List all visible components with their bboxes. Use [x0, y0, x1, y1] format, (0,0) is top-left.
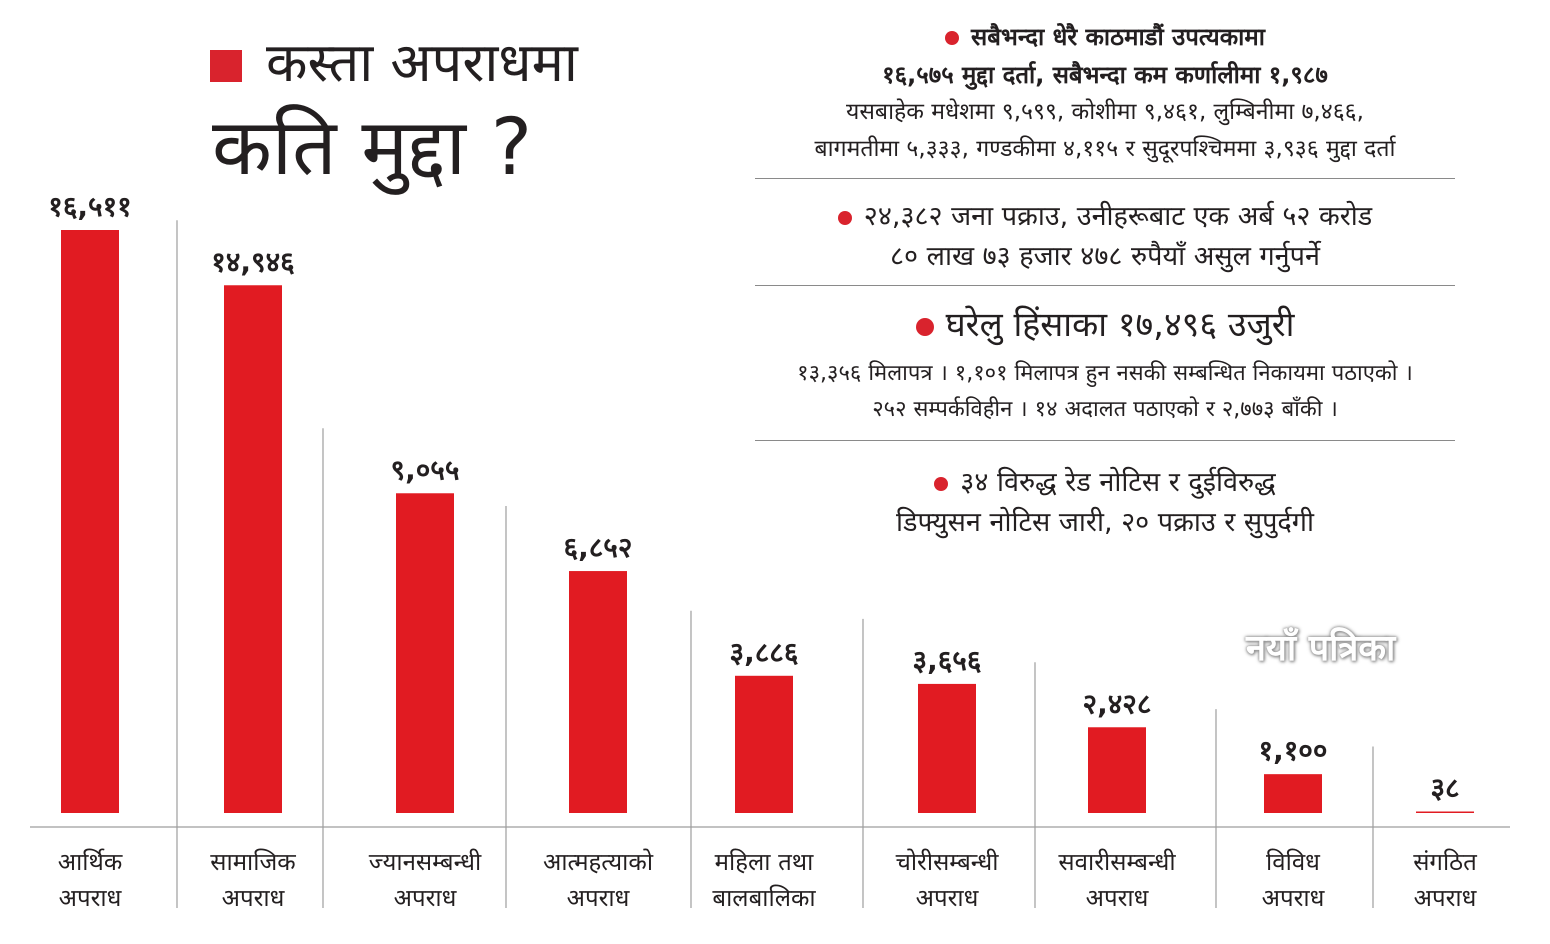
note-1-line1: सबैभन्दा धेरै काठमाडौं उपत्यकामा	[971, 23, 1265, 51]
bar	[396, 493, 454, 813]
note-3-line3: २५२ सम्पर्कविहीन । १४ अदालत पठाएको र २,७…	[872, 397, 1338, 422]
bar	[918, 683, 976, 813]
note-1-line3: यसबाहेक मधेशमा ९,५९९, कोशीमा ९,४६१, लुम्…	[846, 99, 1364, 125]
title-line1: कस्ता अपराधमा	[266, 31, 578, 94]
title-square-icon	[210, 50, 242, 82]
category-label: बालबालिका	[712, 884, 816, 912]
value-label: १४,९४६	[211, 245, 294, 278]
note-2: २४,३८२ जना पक्राउ, उनीहरूबाट एक अर्ब ५२ …	[700, 197, 1510, 277]
value-label: १,१००	[1259, 734, 1328, 767]
bar	[224, 285, 282, 813]
notes-panel: सबैभन्दा धेरै काठमाडौं उपत्यकामा १६,५७५ …	[700, 18, 1510, 543]
note-1-line4: बागमतीमा ५,३३३, गण्डकीमा ४,११५ र सुदूरपश…	[814, 136, 1396, 162]
note-4-line2: डिफ्युसन नोटिस जारी, २० पक्राउ र सुपुर्द…	[896, 507, 1314, 538]
value-label: २,४२८	[1083, 687, 1152, 720]
category-label: सामाजिक	[210, 848, 296, 876]
note-4-line1: ३४ विरुद्ध रेड नोटिस र दुईविरुद्ध	[960, 467, 1276, 498]
note-1: सबैभन्दा धेरै काठमाडौं उपत्यकामा १६,५७५ …	[700, 18, 1510, 168]
title-line2: कति मुद्दा ?	[212, 103, 533, 193]
note-3: घरेलु हिंसाका १७,४९६ उजुरी १३,३५६ मिलापत…	[700, 300, 1510, 428]
category-label: अपराध	[916, 884, 980, 912]
value-label: ९,०५५	[391, 453, 460, 486]
category-label: अपराध	[1086, 884, 1150, 912]
bar	[1088, 727, 1146, 813]
bullet-dot-icon	[934, 476, 949, 491]
bar	[1264, 774, 1322, 813]
category-label: अपराध	[567, 884, 631, 912]
publisher-watermark: नयाँ पत्रिका	[1246, 628, 1396, 669]
note-2-line1: २४,३८२ जना पक्राउ, उनीहरूबाट एक अर्ब ५२ …	[863, 201, 1373, 232]
category-label: आर्थिक	[58, 848, 123, 876]
category-label: अपराध	[394, 884, 458, 912]
category-label: अपराध	[1414, 884, 1478, 912]
bar	[569, 571, 627, 813]
category-label: चोरीसम्बन्धी	[896, 848, 1000, 876]
value-label: ३,८८६	[730, 636, 799, 669]
category-label: आत्महत्याको	[543, 848, 654, 876]
value-label: ३,६५६	[913, 644, 982, 677]
chart-title: कस्ता अपराधमा कति मुद्दा ?	[210, 28, 578, 198]
bullet-dot-icon	[915, 317, 934, 336]
divider	[755, 178, 1455, 179]
note-3-line2: १३,३५६ मिलापत्र । १,१०१ मिलापत्र हुन नसक…	[797, 361, 1413, 386]
note-1-line2: १६,५७५ मुद्दा दर्ता, सबैभन्दा कम कर्णाली…	[882, 61, 1328, 89]
category-label: सवारीसम्बन्धी	[1058, 848, 1176, 876]
bullet-dot-icon	[945, 31, 960, 45]
bar	[735, 675, 793, 813]
bar	[61, 230, 119, 813]
category-label: अपराध	[222, 884, 286, 912]
category-label: अपराध	[1262, 884, 1326, 912]
category-label: ज्यानसम्बन्धी	[369, 848, 482, 876]
category-label: विविध	[1266, 848, 1321, 876]
note-3-line1: घरेलु हिंसाका १७,४९६ उजुरी	[945, 305, 1295, 345]
category-label: अपराध	[59, 884, 123, 912]
note-4: ३४ विरुद्ध रेड नोटिस र दुईविरुद्ध डिफ्यु…	[700, 463, 1510, 543]
value-label: १६,५११	[48, 190, 131, 223]
bar	[1416, 811, 1474, 813]
bullet-dot-icon	[837, 210, 852, 225]
divider	[755, 440, 1455, 441]
divider	[755, 285, 1455, 286]
category-label: संगठित	[1413, 848, 1478, 876]
value-label: ३८	[1430, 772, 1459, 805]
category-label: महिला तथा	[715, 848, 814, 876]
value-label: ६,८५२	[564, 531, 633, 564]
note-2-line2: ८० लाख ७३ हजार ४७८ रुपैयाँ असुल गर्नुपर्…	[890, 241, 1320, 272]
